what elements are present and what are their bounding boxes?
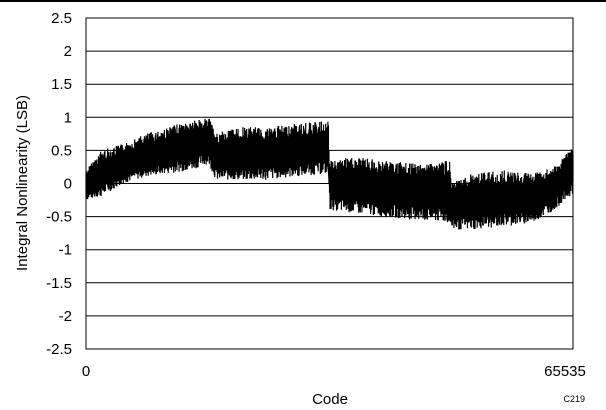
y-tick-label: 0	[64, 176, 72, 193]
x-tick-labels: 0 65535	[82, 363, 586, 380]
y-tick-label: -0.5	[46, 209, 72, 226]
y-tick-label: 1.5	[51, 76, 72, 93]
x-tick-label: 0	[82, 363, 90, 380]
y-axis-label: Integral Nonlinearity (LSB)	[14, 95, 31, 271]
y-tick-label: 0.5	[51, 142, 72, 159]
y-tick-label: -1	[59, 242, 72, 259]
plot-area-frame	[85, 17, 574, 350]
y-tick-label: 2	[64, 43, 72, 60]
y-tick-labels: 2.5 2 1.5 1 0.5 0 -0.5 -1 -1.5 -2 -2.5	[46, 10, 72, 358]
y-tick-label: -2	[59, 308, 72, 325]
x-axis-label: Code	[312, 391, 348, 408]
y-tick-label: -2.5	[46, 341, 72, 358]
figure-code-label: C219	[563, 394, 585, 404]
top-border-line	[0, 0, 606, 2]
y-tick-label: 1	[64, 109, 72, 126]
inl-series-core	[86, 127, 573, 220]
y-tick-label: -1.5	[46, 275, 72, 292]
x-tick-label: 65535	[544, 363, 586, 380]
y-tick-label: 2.5	[51, 10, 72, 27]
inl-data-band	[85, 118, 574, 230]
